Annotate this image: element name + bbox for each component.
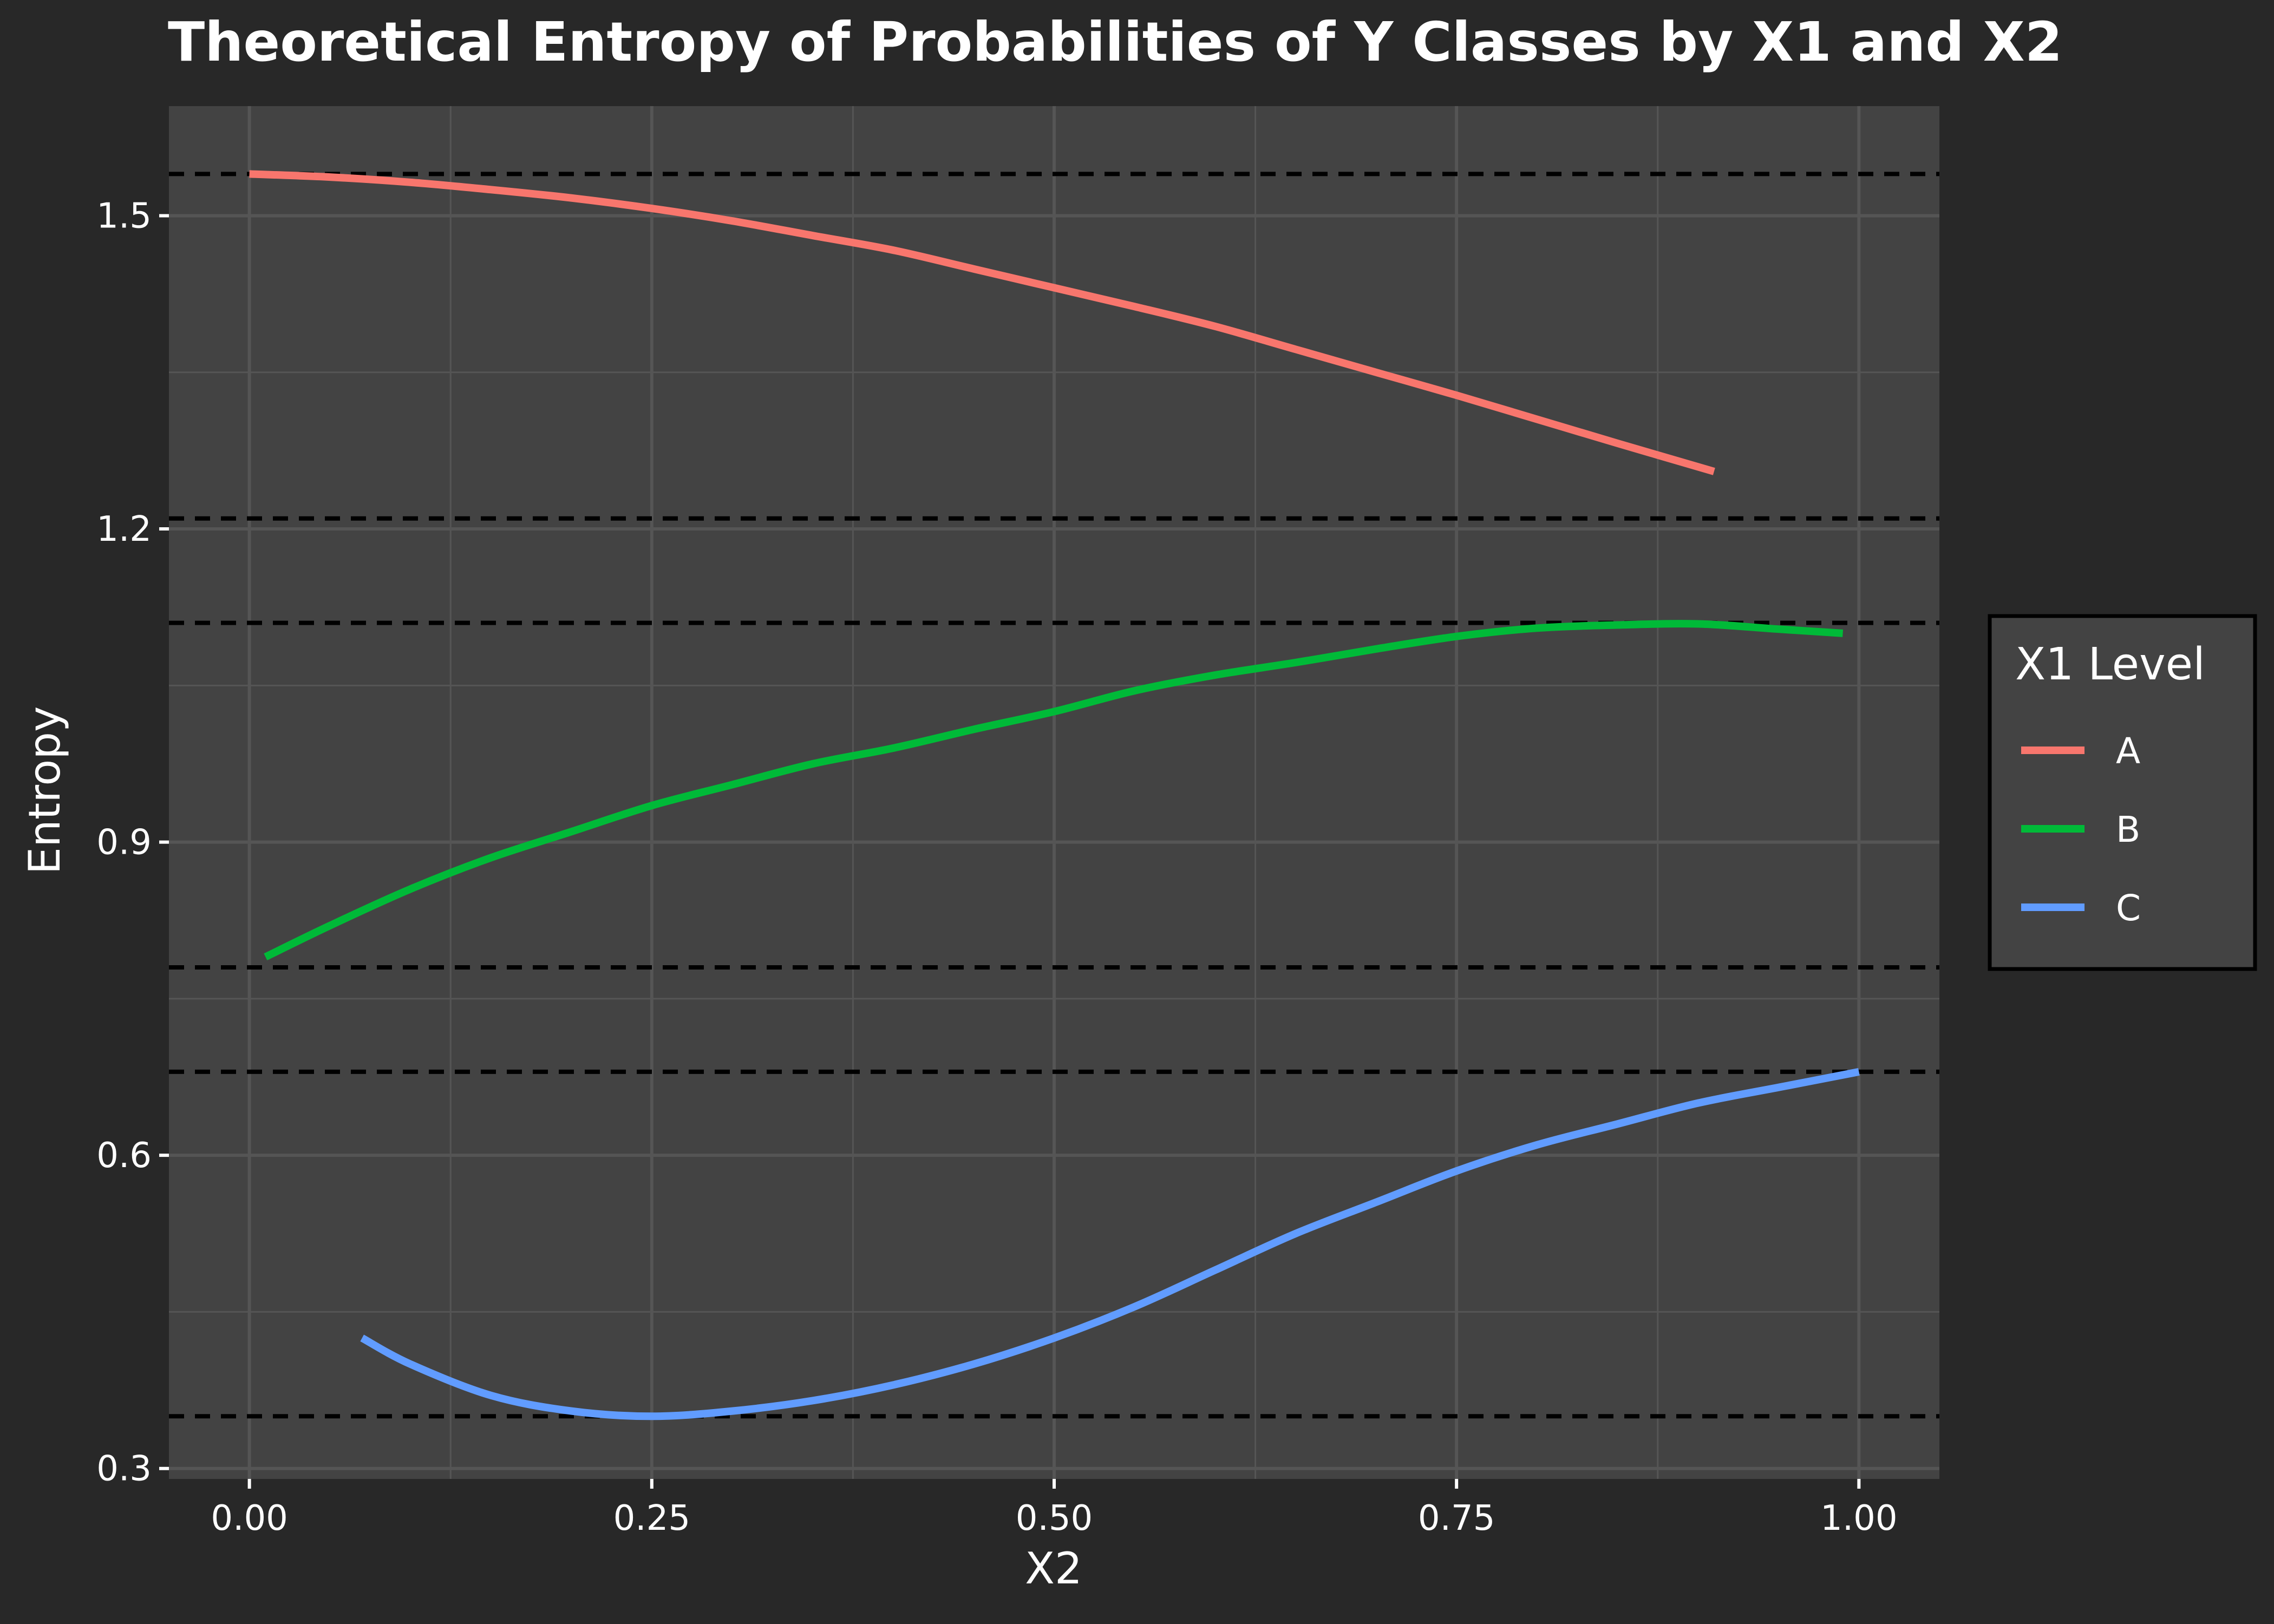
y-tick-label: 0.6 [96,1136,152,1176]
y-tick-label: 1.5 [96,196,152,236]
axes: 0.00 0.25 0.50 0.75 1.00 0.3 0.6 0.9 1.2 1.5 [96,196,1897,1538]
x-tick-label: 0.25 [613,1498,691,1538]
grid-lines [169,106,1939,1479]
reference-lines [169,172,1939,1419]
x-axis-title: X2 [1025,1543,1082,1594]
series-line-a [249,170,1715,475]
x-tick-label: 0.00 [211,1498,288,1538]
x-tick-label: 0.75 [1418,1498,1495,1538]
series-line-b [264,620,1844,960]
y-tick-label: 1.2 [96,509,152,549]
y-axis-title: Entropy [19,706,70,875]
series-line-c [360,1068,1860,1420]
chart-title: Theoretical Entropy of Probabilities of … [168,10,2062,74]
x-tick-label: 1.00 [1820,1498,1898,1538]
legend: X1 Level ABC [1988,614,2257,971]
x-tick-label: 0.50 [1016,1498,1093,1538]
y-tick-label: 0.9 [96,823,152,863]
legend-items: ABC [2021,730,2141,929]
y-tick-label: 0.3 [96,1449,152,1489]
legend-title: X1 Level [2015,639,2205,690]
legend-label-b: B [2116,809,2140,850]
series-lines [249,170,1860,1420]
legend-label-a: A [2116,730,2140,772]
legend-label-c: C [2116,887,2141,929]
